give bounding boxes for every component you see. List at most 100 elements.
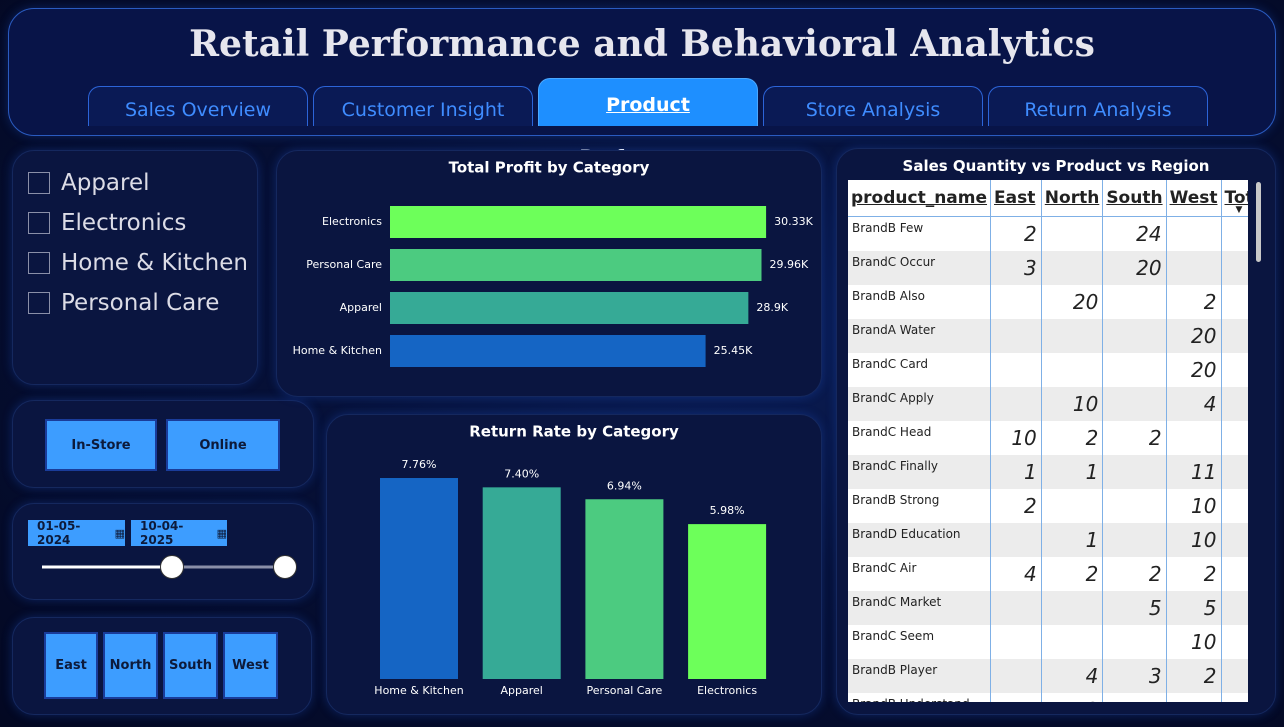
cell (1041, 625, 1104, 659)
matrix-table: product_nameEastNorthSouthWestTotal▼ Bran… (848, 180, 1248, 702)
cell: 2 (1166, 285, 1222, 319)
option-label: Apparel (61, 170, 150, 196)
cell (990, 353, 1042, 387)
region-button[interactable]: South (163, 632, 218, 699)
column-header[interactable]: East (990, 180, 1042, 217)
cell: 2 (1166, 659, 1222, 693)
cell: 1 (1041, 455, 1104, 489)
product-name: BrandC Card (848, 353, 992, 387)
date-slider[interactable] (30, 550, 300, 584)
option-label: Electronics (61, 210, 187, 236)
column-header[interactable]: product_name (848, 180, 992, 217)
cell: 2 (990, 216, 1042, 251)
table-row: BrandB Player 4329 (848, 659, 1248, 693)
table-row: BrandA Water 2020 (848, 319, 1248, 353)
value-label: 30.33K (774, 215, 813, 228)
category-option[interactable]: Home & Kitchen (28, 250, 248, 276)
table: product_nameEastNorthSouthWestTotal▼ Bran… (848, 180, 1248, 702)
cell: 7 (1102, 693, 1167, 702)
cell: 4 (990, 557, 1042, 591)
cell: 10 (1166, 523, 1222, 557)
cell (990, 625, 1042, 659)
tab[interactable]: Return Analysis (988, 86, 1208, 126)
region-button[interactable]: East (44, 632, 98, 699)
bar (482, 487, 561, 679)
category-label: Personal Care (306, 258, 382, 271)
cell: 3 (1102, 659, 1167, 693)
cell (1102, 319, 1167, 353)
category-option[interactable]: Personal Care (28, 290, 219, 316)
channel-button[interactable]: In-Store (45, 419, 157, 471)
tab[interactable]: Store Analysis (763, 86, 983, 126)
category-slicer (12, 150, 258, 385)
date-start[interactable]: 01-05-2024 ▦ (28, 519, 125, 547)
tab[interactable]: Sales Overview (88, 86, 308, 126)
cell (990, 387, 1042, 421)
column-header[interactable]: North (1041, 180, 1104, 217)
cell: 10 (1221, 557, 1248, 591)
cell (990, 693, 1042, 702)
product-name: BrandD Education (848, 523, 992, 557)
cell (990, 659, 1042, 693)
option-label: Personal Care (61, 290, 220, 316)
cell: 24 (1102, 216, 1167, 251)
category-label: Home & Kitchen (374, 684, 463, 697)
cell: 2 (1041, 421, 1104, 455)
cell (990, 523, 1042, 557)
tab[interactable]: Customer Insight (313, 86, 533, 126)
cell: 26 (1221, 216, 1248, 251)
cell: 3 (990, 251, 1042, 285)
sort-icon: ▼ (1235, 205, 1243, 215)
cell: 4 (1041, 659, 1104, 693)
region-button[interactable]: North (103, 632, 158, 699)
cell (1166, 421, 1222, 455)
bar (380, 478, 458, 679)
scrollbar[interactable] (1256, 182, 1261, 262)
category-option[interactable]: Electronics (28, 210, 186, 236)
category-label: Electronics (322, 215, 382, 228)
cell (1102, 489, 1167, 523)
cell (1102, 455, 1167, 489)
cell: 11 (1166, 455, 1222, 489)
column-header[interactable]: West (1166, 180, 1222, 217)
table-row: BrandD Education 1 1011 (848, 523, 1248, 557)
cell: 20 (1166, 353, 1222, 387)
table-row: BrandC Card 2020 (848, 353, 1248, 387)
column-header[interactable]: Total▼ (1221, 180, 1248, 217)
cell: 5 (1102, 591, 1167, 625)
cell: 22 (1221, 285, 1248, 319)
cell: 10 (1221, 625, 1248, 659)
category-label: Apparel (501, 684, 543, 697)
category-label: Home & Kitchen (293, 344, 382, 357)
date-end[interactable]: 10-04-2025 ▦ (131, 519, 227, 547)
table-row: BrandB Understand 27 9 (848, 693, 1248, 702)
cell: 11 (1221, 523, 1248, 557)
table-row: BrandC Market5510 (848, 591, 1248, 625)
cell (990, 591, 1042, 625)
table-row: BrandC Apply 10 414 (848, 387, 1248, 421)
cell (1102, 285, 1167, 319)
cell: 9 (1221, 659, 1248, 693)
column-header[interactable]: South (1102, 180, 1167, 217)
cell: 14 (1221, 387, 1248, 421)
table-row: BrandB Also 20 222 (848, 285, 1248, 319)
value-label: 29.96K (770, 258, 809, 271)
category-option[interactable]: Apparel (28, 170, 150, 196)
value-label: 7.40% (504, 467, 539, 480)
cell (1041, 353, 1104, 387)
region-button[interactable]: West (223, 632, 278, 699)
cell (1102, 523, 1167, 557)
channel-button[interactable]: Online (166, 419, 280, 471)
value-label: 7.76% (402, 458, 437, 471)
cell: 20 (1221, 319, 1248, 353)
cell: 10 (1166, 625, 1222, 659)
bar (390, 249, 762, 281)
category-label: Apparel (340, 301, 382, 314)
cell: 2 (1102, 421, 1167, 455)
product-name: BrandC Finally (848, 455, 992, 489)
cell (990, 319, 1042, 353)
tab[interactable]: Product Performance (538, 78, 758, 168)
cell (1102, 353, 1167, 387)
